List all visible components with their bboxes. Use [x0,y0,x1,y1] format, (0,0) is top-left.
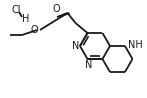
Text: Cl: Cl [12,5,21,15]
Text: H: H [22,14,29,24]
Text: O: O [30,25,38,35]
Text: N: N [85,60,92,70]
Text: NH: NH [128,40,143,50]
Text: O: O [52,4,60,14]
Text: N: N [72,41,79,51]
